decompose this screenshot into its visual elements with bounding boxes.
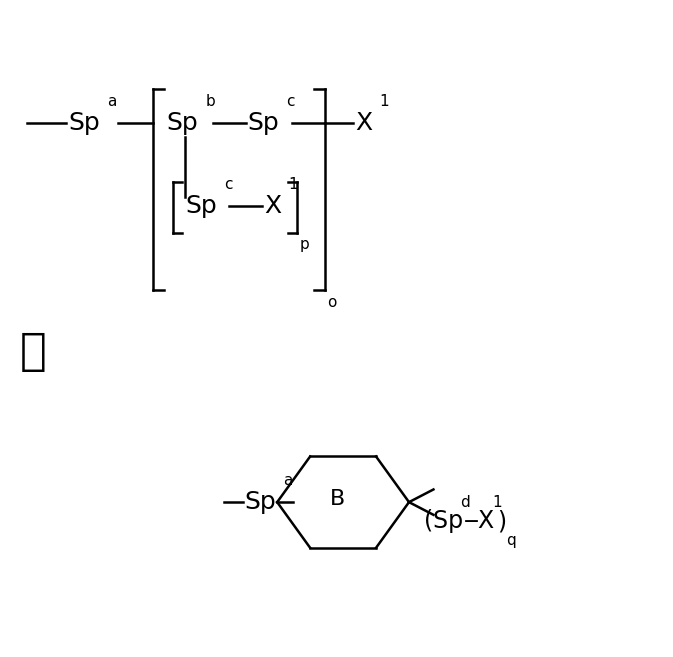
Text: ): ) bbox=[497, 509, 506, 533]
Text: b: b bbox=[205, 93, 215, 108]
Text: ‒X: ‒X bbox=[464, 509, 495, 533]
Text: Sp: Sp bbox=[248, 110, 279, 135]
Text: a: a bbox=[107, 93, 116, 108]
Text: X: X bbox=[264, 194, 281, 218]
Text: B: B bbox=[330, 489, 345, 509]
Text: Sp: Sp bbox=[68, 110, 100, 135]
Text: (Sp: (Sp bbox=[424, 509, 463, 533]
Text: o: o bbox=[327, 295, 336, 310]
Text: X: X bbox=[355, 110, 372, 135]
Text: p: p bbox=[299, 237, 310, 252]
Text: Sp: Sp bbox=[185, 194, 217, 218]
Text: d: d bbox=[460, 495, 470, 510]
Text: c: c bbox=[287, 93, 295, 108]
Text: Sp: Sp bbox=[244, 490, 276, 514]
Text: 或: 或 bbox=[20, 330, 47, 373]
Text: 1: 1 bbox=[289, 177, 298, 192]
Text: q: q bbox=[507, 533, 516, 548]
Text: 1: 1 bbox=[380, 93, 389, 108]
Text: a: a bbox=[283, 473, 293, 488]
Text: 1: 1 bbox=[492, 495, 502, 510]
Text: c: c bbox=[224, 177, 232, 192]
Text: Sp: Sp bbox=[166, 110, 199, 135]
